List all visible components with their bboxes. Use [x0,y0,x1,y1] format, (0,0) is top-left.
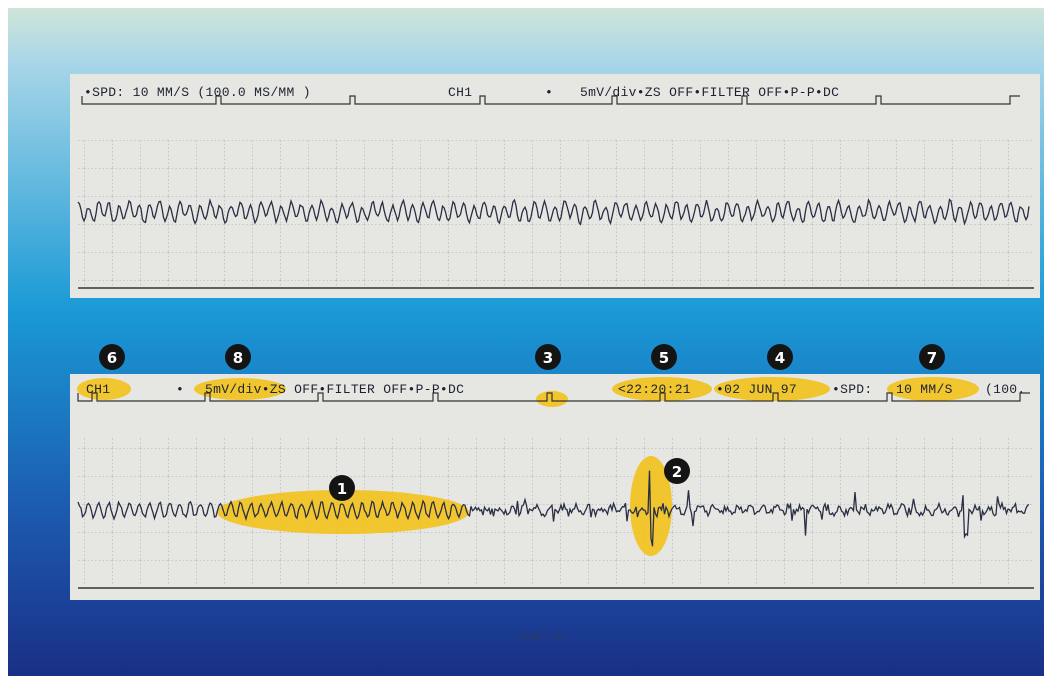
strip: CH1 • 5mV/div•ZS OFF•FILTER OFF•P-P•DC <… [70,374,1040,600]
header-text: •SPD: [832,382,873,397]
badge: 2 [664,458,690,484]
grid [78,140,1034,288]
header-text: CH1 [86,382,110,397]
header-text: 5mV/div•ZS OFF•FILTER OFF•P-P•DC [205,382,464,397]
header-text: 5mV/div•ZS OFF•FILTER OFF•P-P•DC [580,85,839,100]
badge-label: 3 [543,349,553,367]
header-text: •SPD: 10 MM/S (100.0 MS/MM ) [84,85,311,100]
header-text: • [545,85,553,100]
badge: 7 [919,344,945,370]
badge-label: 1 [337,480,347,498]
header-text: <22:20:21 [618,382,691,397]
badge-label: 5 [659,349,669,367]
badge: 1 [329,475,355,501]
footer-code: CMBT 4b [517,631,563,643]
badge: 8 [225,344,251,370]
badge: 5 [651,344,677,370]
header-text: (100. [985,382,1026,397]
badge-label: 4 [775,349,785,367]
badge-label: 2 [672,463,682,481]
badge: 3 [535,344,561,370]
figure: •SPD: 10 MM/S (100.0 MS/MM ) CH1 • 5mV/d… [0,0,1047,680]
header-text: 10 MM/S [896,382,953,397]
header-text: • [176,382,184,397]
badge: 6 [99,344,125,370]
header-text: •02 JUN 97 [716,382,797,397]
badge-label: 7 [927,349,937,367]
badge-label: 8 [233,349,243,367]
badge: 4 [767,344,793,370]
header-text: CH1 [448,85,472,100]
strip: •SPD: 10 MM/S (100.0 MS/MM ) CH1 • 5mV/d… [70,74,1040,298]
badge-label: 6 [107,349,117,367]
